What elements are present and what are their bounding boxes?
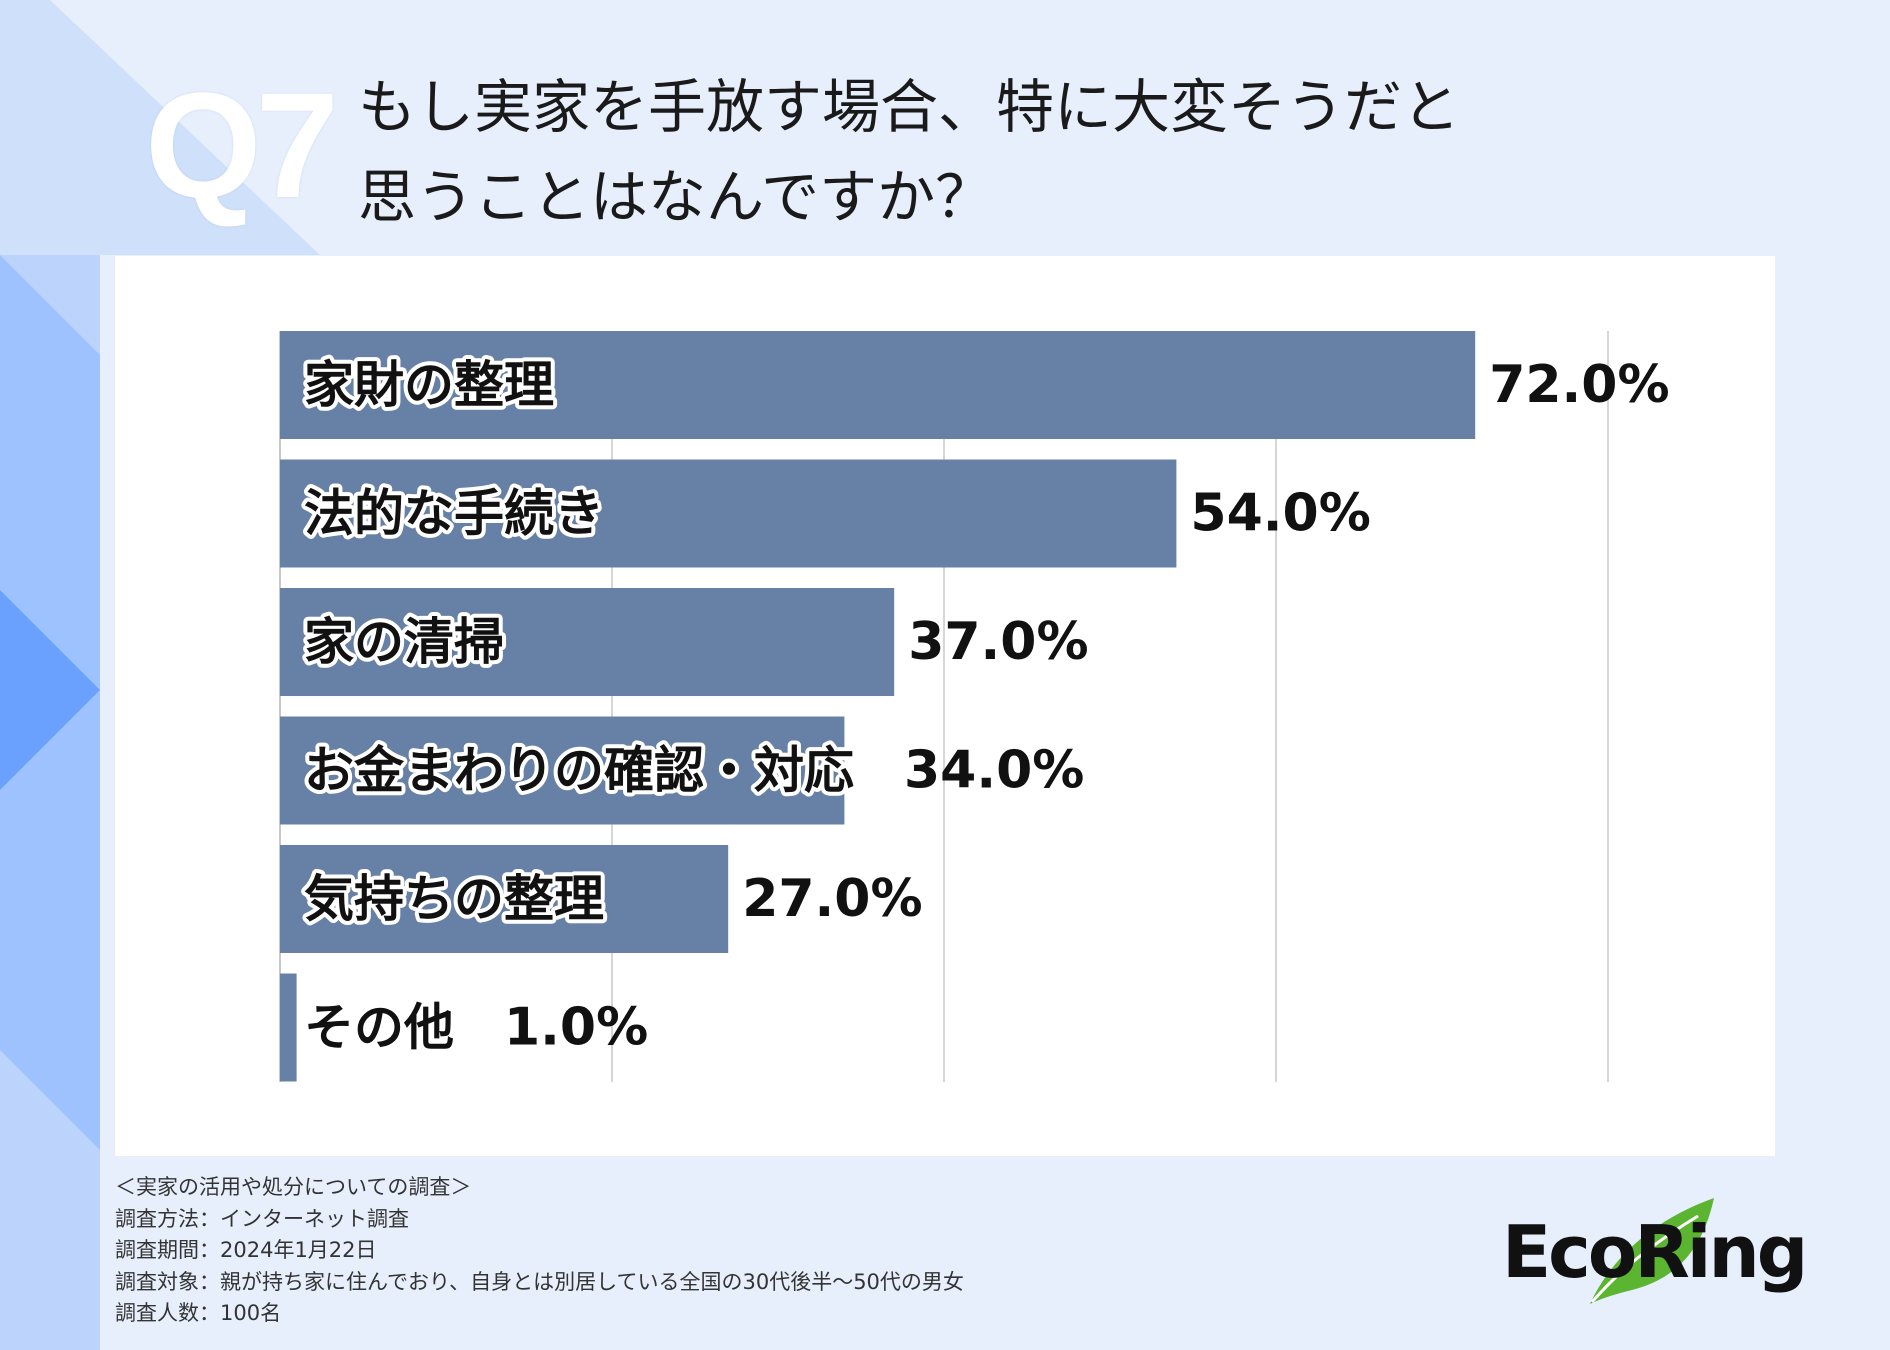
footnote-period: 調査期間：2024年1月22日 [115, 1238, 377, 1262]
bar-5 [280, 973, 297, 1082]
category-label-3: お金まわりの確認・対応 [304, 742, 854, 800]
bar-1 [280, 459, 1177, 568]
title-line-2: 思うことはなんですか？ [358, 163, 994, 231]
page-title: もし実家を手放す場合、特に大変そうだと 思うことはなんですか？ [358, 62, 1658, 242]
value-label-4: 27.0% [742, 869, 922, 929]
ecoring-logo: EcoRing [1492, 1190, 1808, 1310]
question-badge: Q7 [145, 61, 339, 229]
title-line-1: もし実家を手放す場合、特に大変そうだと [358, 73, 1461, 141]
value-label-0: 72.0% [1489, 355, 1669, 415]
footnote-count: 調査人数：100名 [115, 1301, 282, 1325]
footnote-method: 調査方法：インターネット調査 [115, 1206, 409, 1231]
bar-chart: 家財の整理 72.0% 法的な手続き 54.0% 家の清掃 37.0% お金まわりの確認・対… [279, 331, 1670, 1082]
chart-panel: 家財の整理 72.0% 法的な手続き 54.0% 家の清掃 37.0% お金まわりの確認・対… [115, 256, 1775, 1156]
footnote-heading: ＜実家の活用や処分についての調査＞ [115, 1175, 472, 1199]
logo-text: EcoRing [1502, 1210, 1808, 1294]
value-label-3: 34.0% [904, 741, 1084, 801]
bar-0 [280, 331, 1476, 439]
bar-2 [280, 588, 895, 696]
value-label-5: 1.0% [504, 998, 648, 1058]
footnote-target: 調査対象：親が持ち家に住んでおり、自身とは別居している全国の30代後半〜50代の… [115, 1269, 964, 1294]
category-label-1: 法的な手続き [304, 485, 604, 543]
survey-footnote: ＜実家の活用や処分についての調査＞ 調査方法：インターネット調査 調査期間：20… [115, 1172, 964, 1330]
category-label-2: 家の清掃 [304, 613, 504, 671]
bar-3 [280, 716, 845, 825]
leaf-icon [1590, 1198, 1714, 1304]
category-label-4: 気持ちの整理 [304, 870, 604, 928]
category-label-5: その他 [304, 999, 454, 1057]
value-label-1: 54.0% [1190, 484, 1370, 544]
bar-4 [280, 845, 729, 953]
value-label-2: 37.0% [908, 612, 1088, 672]
category-label-0: 家財の整理 [304, 356, 554, 414]
